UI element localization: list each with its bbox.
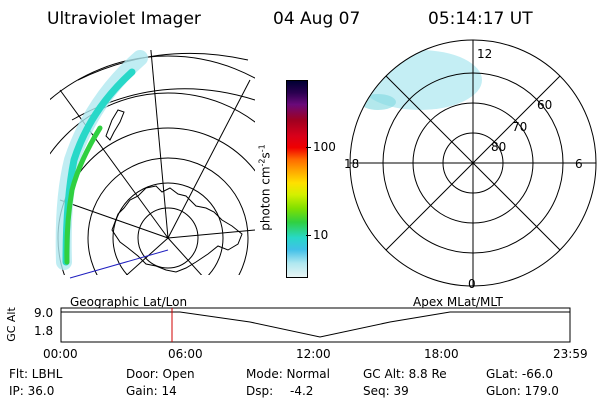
status-glat: GLat: -66.0: [486, 367, 553, 381]
observation-date: 04 Aug 07: [273, 9, 361, 29]
mlat-label-60: 60: [537, 98, 553, 112]
status-filter: Flt: LBHL: [9, 367, 63, 381]
mlt-label-6: 6: [575, 157, 583, 171]
colorbar-tick-100: 100: [313, 140, 336, 154]
aurora-band: [62, 68, 136, 266]
colorbar-label-exp2: -1: [257, 144, 267, 153]
colorbar-tick-mark-100: [306, 147, 311, 148]
aurora-faint-band: [55, 50, 148, 270]
timeline-xtick-4: 23:59: [553, 347, 588, 361]
timeline-xtick-1: 06:00: [168, 347, 203, 361]
colorbar-label-mid: s: [258, 152, 273, 159]
coastline-north: [105, 109, 125, 141]
antarctica-coastline: [111, 185, 243, 273]
status-glon: GLon: 179.0: [486, 384, 559, 398]
mlt-label-12: 12: [477, 47, 493, 61]
mlat-label-80: 80: [491, 140, 507, 154]
timeline-left-label: Geographic Lat/Lon: [70, 295, 188, 309]
timeline-right-label: Apex MLat/MLT: [413, 295, 503, 309]
status-gc-alt: GC Alt: 8.8 Re: [363, 367, 447, 381]
colorbar-label: photon cm-2s-1: [258, 123, 273, 253]
mlt-label-18: 18: [344, 157, 360, 171]
status-ip: IP: 36.0: [9, 384, 55, 398]
mlat-label-70: 70: [512, 120, 528, 134]
observation-time: 05:14:17 UT: [428, 9, 533, 29]
colorbar-tick-mark-10: [306, 235, 311, 236]
aurora-band-core: [64, 125, 103, 265]
status-gain: Gain: 14: [126, 384, 177, 398]
colorbar: [286, 80, 308, 278]
terminator-line: [69, 249, 169, 279]
status-door: Door: Open: [126, 367, 195, 381]
timeline-ytick-high: 9.0: [34, 306, 54, 320]
timeline-ytick-low: 1.8: [34, 324, 54, 338]
status-mode: Mode: Normal: [246, 367, 330, 381]
timeline-xtick-0: 00:00: [43, 347, 78, 361]
status-dsp-value: -4.2: [290, 384, 314, 398]
altitude-curve: [61, 311, 570, 338]
mlt-label-0: 0: [468, 277, 476, 291]
instrument-title: Ultraviolet Imager: [47, 9, 201, 29]
dial-aurora-patch-2: [360, 94, 396, 110]
timeline-xtick-3: 18:00: [424, 347, 459, 361]
status-seq: Seq: 39: [363, 384, 409, 398]
timeline-axis-label: GC Alt: [4, 307, 18, 342]
colorbar-label-text: photon cm: [258, 166, 273, 231]
colorbar-label-exp1: -2: [257, 158, 267, 167]
colorbar-tick-10: 10: [313, 228, 329, 242]
status-dsp-label: Dsp:: [246, 384, 274, 398]
timeline-xtick-2: 12:00: [296, 347, 331, 361]
dial-aurora-patch: [358, 50, 482, 110]
